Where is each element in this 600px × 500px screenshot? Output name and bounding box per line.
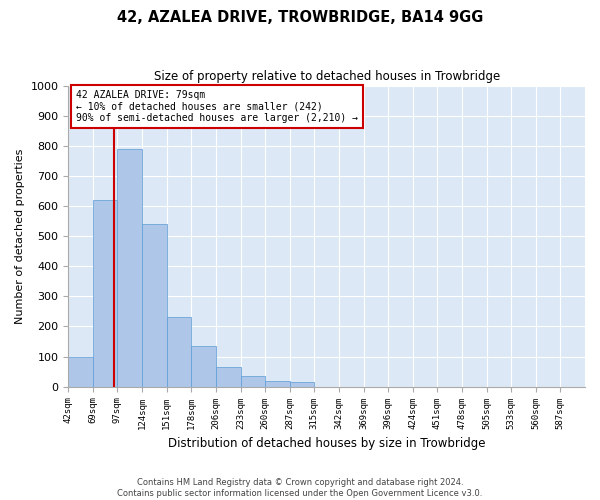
Bar xyxy=(265,380,290,386)
Bar xyxy=(93,200,118,386)
Text: 42, AZALEA DRIVE, TROWBRIDGE, BA14 9GG: 42, AZALEA DRIVE, TROWBRIDGE, BA14 9GG xyxy=(117,10,483,25)
Y-axis label: Number of detached properties: Number of detached properties xyxy=(15,148,25,324)
Bar xyxy=(216,367,241,386)
Title: Size of property relative to detached houses in Trowbridge: Size of property relative to detached ho… xyxy=(154,70,500,83)
Text: 42 AZALEA DRIVE: 79sqm
← 10% of detached houses are smaller (242)
90% of semi-de: 42 AZALEA DRIVE: 79sqm ← 10% of detached… xyxy=(76,90,358,124)
Bar xyxy=(68,356,93,386)
Bar xyxy=(142,224,167,386)
Bar xyxy=(241,376,265,386)
X-axis label: Distribution of detached houses by size in Trowbridge: Distribution of detached houses by size … xyxy=(168,437,485,450)
Text: Contains HM Land Registry data © Crown copyright and database right 2024.
Contai: Contains HM Land Registry data © Crown c… xyxy=(118,478,482,498)
Bar xyxy=(118,149,142,386)
Bar xyxy=(167,318,191,386)
Bar xyxy=(290,382,314,386)
Bar xyxy=(191,346,216,387)
